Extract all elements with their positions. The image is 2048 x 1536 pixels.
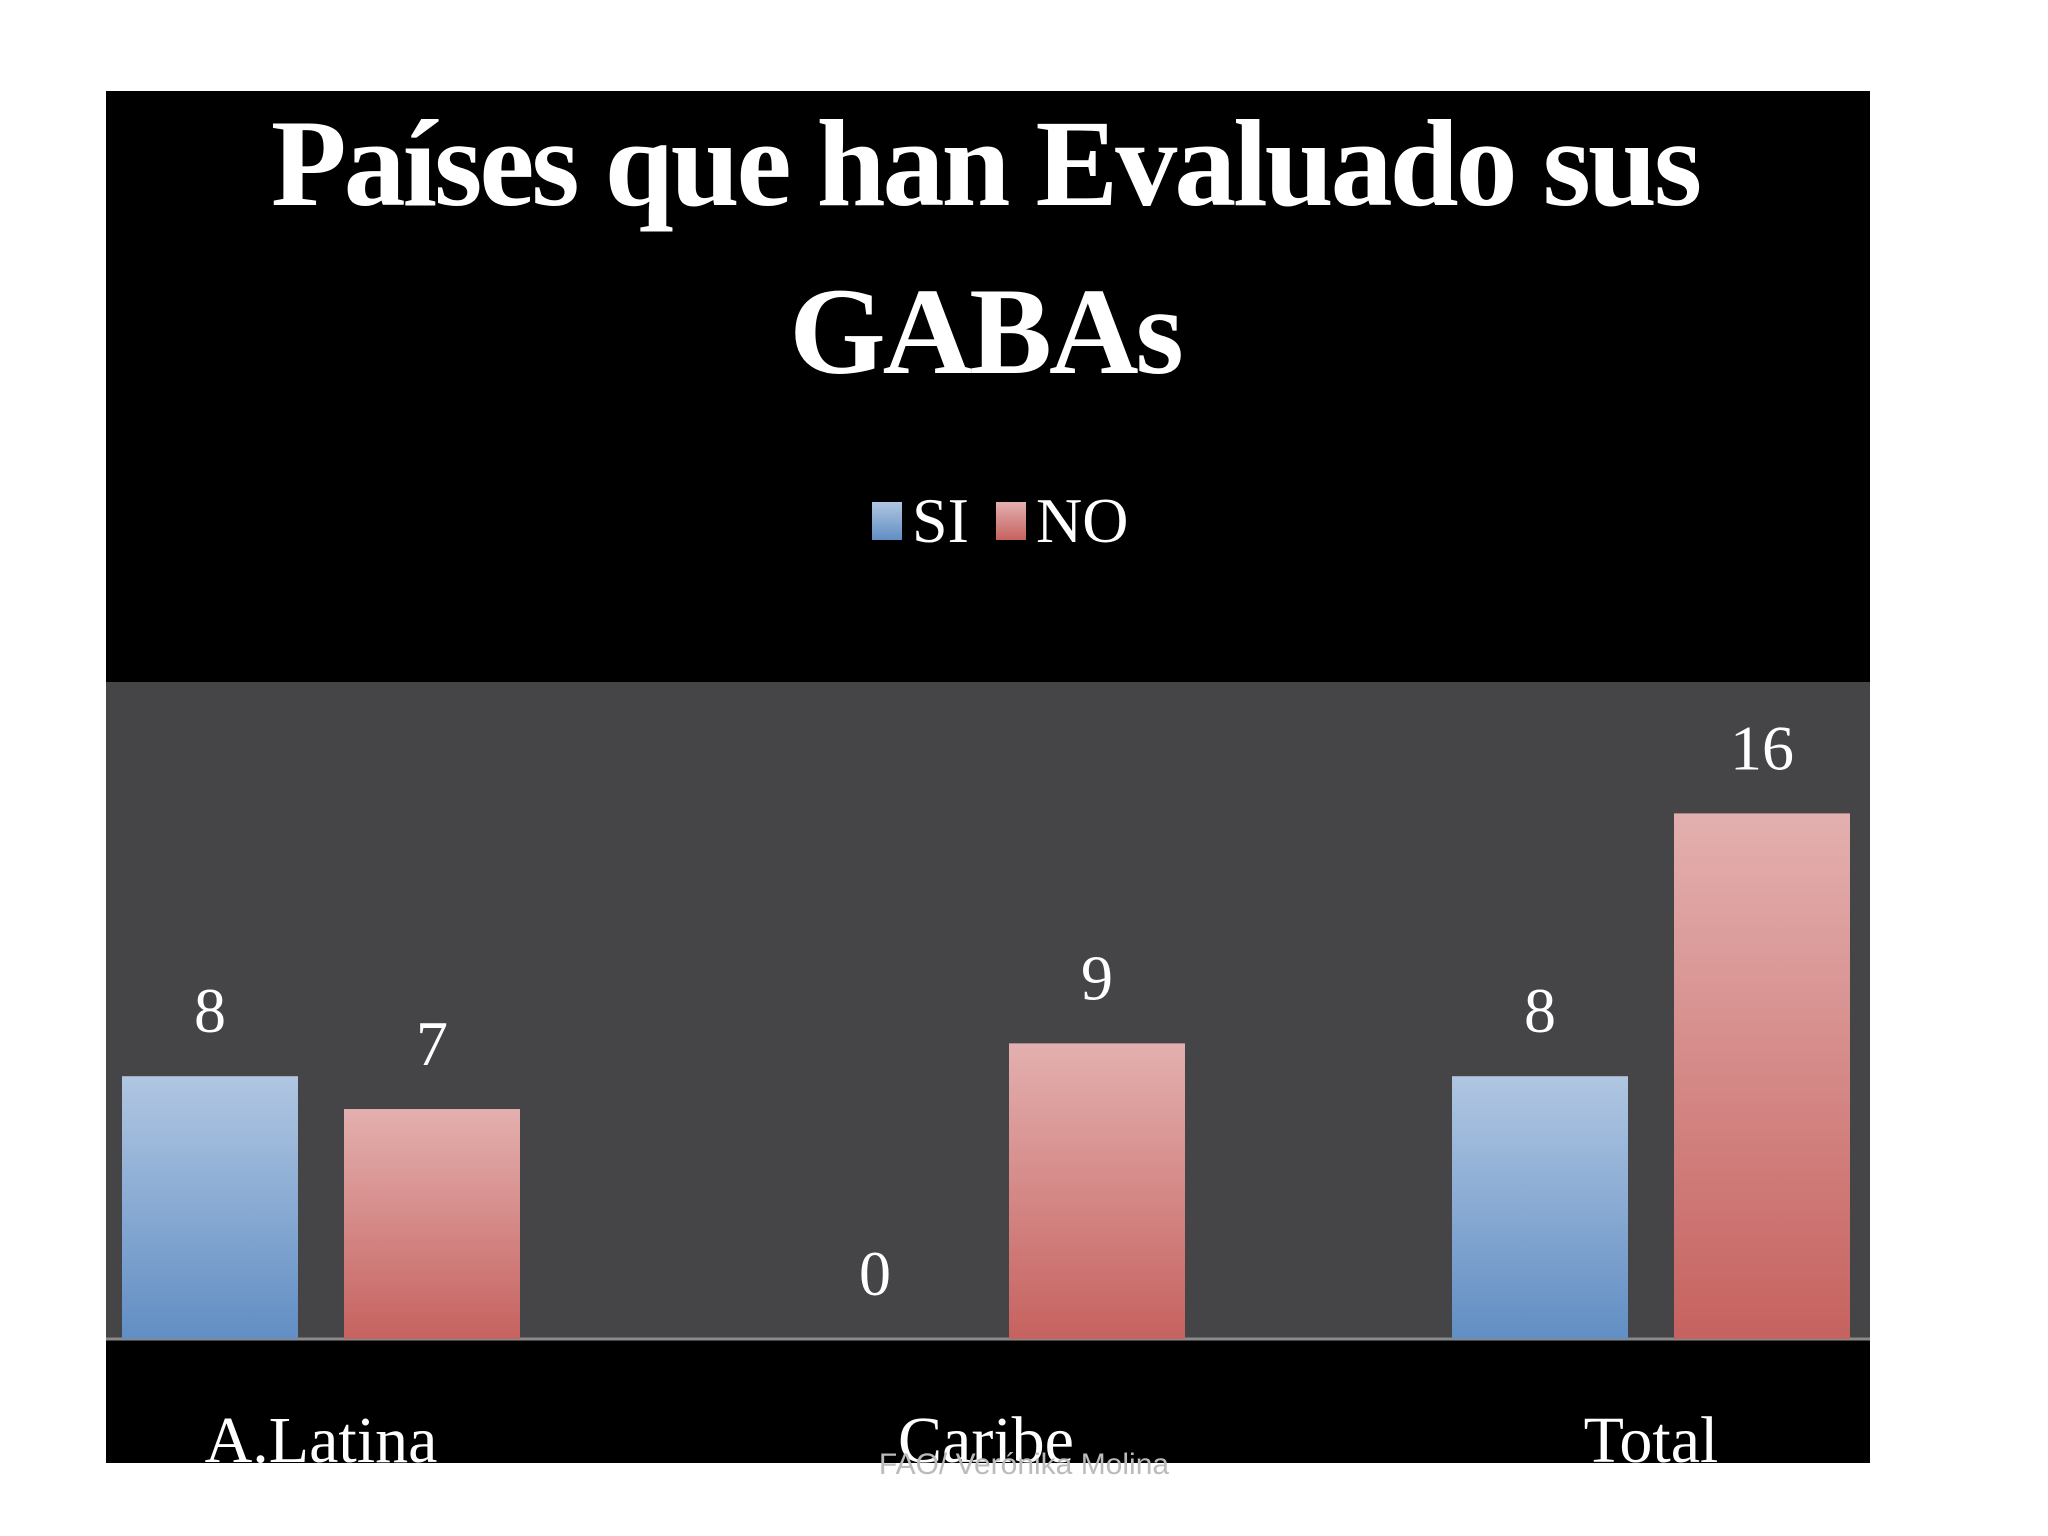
legend-label: NO bbox=[1036, 485, 1128, 556]
bar bbox=[1009, 1043, 1185, 1339]
value-label: 8 bbox=[1524, 975, 1556, 1046]
bar bbox=[1452, 1076, 1628, 1339]
legend-label: SI bbox=[912, 485, 969, 556]
legend-swatch bbox=[996, 502, 1026, 540]
x-tick-label: Total bbox=[1584, 1404, 1719, 1477]
chart-layer: A.Latina Caribe Total 8 0 8 SI 7 9 16 NO bbox=[122, 485, 1850, 1477]
x-tick-label: Caribe bbox=[898, 1404, 1074, 1477]
bar bbox=[344, 1109, 520, 1339]
x-tick-label: A.Latina bbox=[205, 1404, 438, 1477]
value-label: 16 bbox=[1730, 712, 1794, 783]
footer: FAO/ Verónika Molina bbox=[878, 1448, 1170, 1481]
legend-swatch bbox=[872, 502, 902, 540]
chart-title: Países que han Evaluado sus GABAs bbox=[270, 95, 1702, 400]
value-label: 0 bbox=[859, 1238, 891, 1309]
value-label: 9 bbox=[1081, 942, 1113, 1013]
bar bbox=[1674, 813, 1850, 1339]
value-label: 7 bbox=[416, 1008, 448, 1079]
bar bbox=[122, 1076, 298, 1339]
value-label: 8 bbox=[194, 975, 226, 1046]
